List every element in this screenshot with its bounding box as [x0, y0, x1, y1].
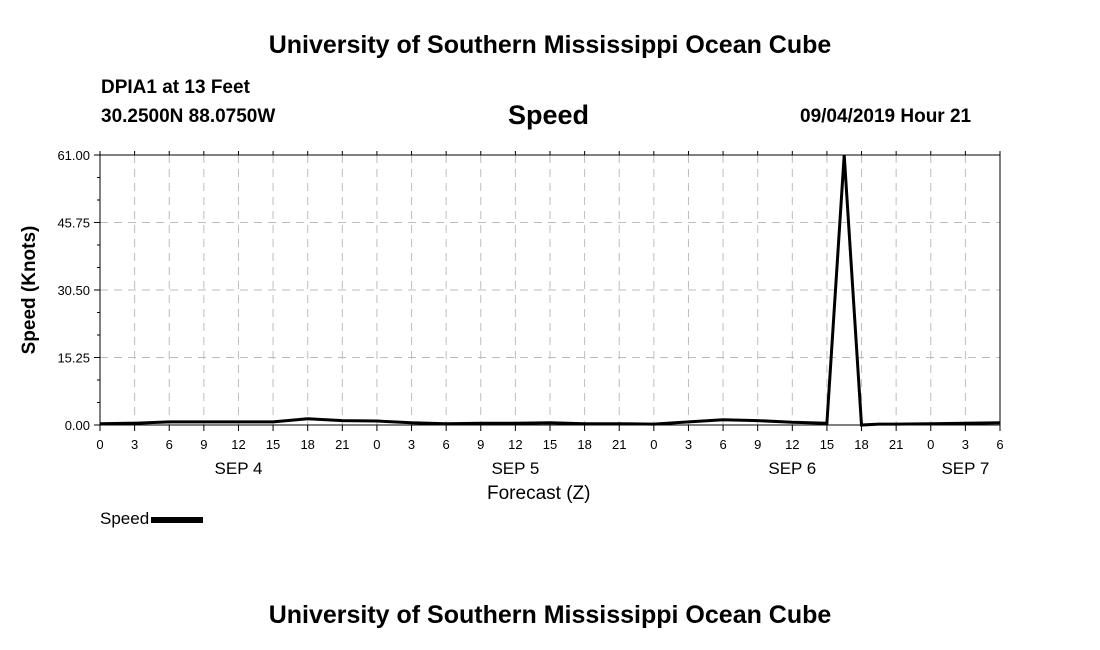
x-tick-label: 21 [889, 437, 903, 452]
legend-label: Speed [100, 509, 150, 528]
issued-time-label: 09/04/2019 Hour 21 [800, 106, 972, 127]
y-tick-label: 15.25 [57, 351, 90, 366]
x-day-label: SEP 5 [491, 459, 539, 478]
x-tick-label: 0 [96, 437, 103, 452]
x-tick-label: 15 [820, 437, 834, 452]
x-day-label: SEP 7 [941, 459, 989, 478]
chart-ticks [94, 151, 1001, 431]
x-tick-label: 21 [612, 437, 626, 452]
x-tick-label: 0 [650, 437, 657, 452]
x-day-label: SEP 6 [768, 459, 816, 478]
chart-series [99, 154, 1001, 427]
x-tick-label: 12 [508, 437, 522, 452]
x-tick-label: 3 [962, 437, 969, 452]
chart-legend: Speed [100, 509, 204, 529]
y-axis-label: Speed (Knots) [19, 226, 40, 355]
y-tick-label: 61.00 [57, 148, 90, 163]
x-tick-label: 3 [408, 437, 415, 452]
page-title-bottom: University of Southern Mississippi Ocean… [268, 601, 832, 629]
location-label: 30.2500N 88.0750W [101, 106, 276, 127]
x-day-label: SEP 4 [215, 459, 263, 478]
series-line-speed [99, 154, 1001, 427]
x-axis-label: Forecast (Z) [487, 483, 591, 504]
x-tick-label: 3 [685, 437, 692, 452]
y-tick-label: 30.50 [57, 283, 90, 298]
x-tick-label: 18 [854, 437, 868, 452]
speed-chart: 0.00 15.25 30.50 45.75 61.00 0 3 6 9 12 15 18 21 0 3 6 9… [19, 148, 1004, 478]
x-tick-label: 15 [543, 437, 557, 452]
x-tick-label: 6 [996, 437, 1003, 452]
variable-title: Speed [508, 100, 590, 130]
y-tick-label: 45.75 [57, 216, 90, 231]
x-tick-label: 12 [231, 437, 245, 452]
x-tick-label: 3 [131, 437, 138, 452]
x-tick-label: 15 [266, 437, 280, 452]
x-tick-label: 0 [373, 437, 380, 452]
x-tick-label: 0 [927, 437, 934, 452]
chart-grid [100, 155, 1000, 425]
x-tick-label: 6 [166, 437, 173, 452]
page-title-top: University of Southern Mississippi Ocean… [268, 31, 832, 59]
x-tick-label: 12 [785, 437, 799, 452]
x-tick-label: 9 [754, 437, 761, 452]
x-tick-label: 21 [335, 437, 349, 452]
x-tick-label: 18 [577, 437, 591, 452]
chart-labels: 0.00 15.25 30.50 45.75 61.00 0 3 6 9 12 15 18 21 0 3 6 9… [19, 148, 1004, 478]
x-tick-label: 9 [477, 437, 484, 452]
station-label: DPIA1 at 13 Feet [101, 77, 250, 98]
x-tick-label: 6 [443, 437, 450, 452]
x-tick-label: 18 [300, 437, 314, 452]
x-tick-label: 6 [719, 437, 726, 452]
y-tick-label: 0.00 [65, 418, 90, 433]
x-tick-label: 9 [200, 437, 207, 452]
legend-line-swatch [151, 516, 204, 523]
